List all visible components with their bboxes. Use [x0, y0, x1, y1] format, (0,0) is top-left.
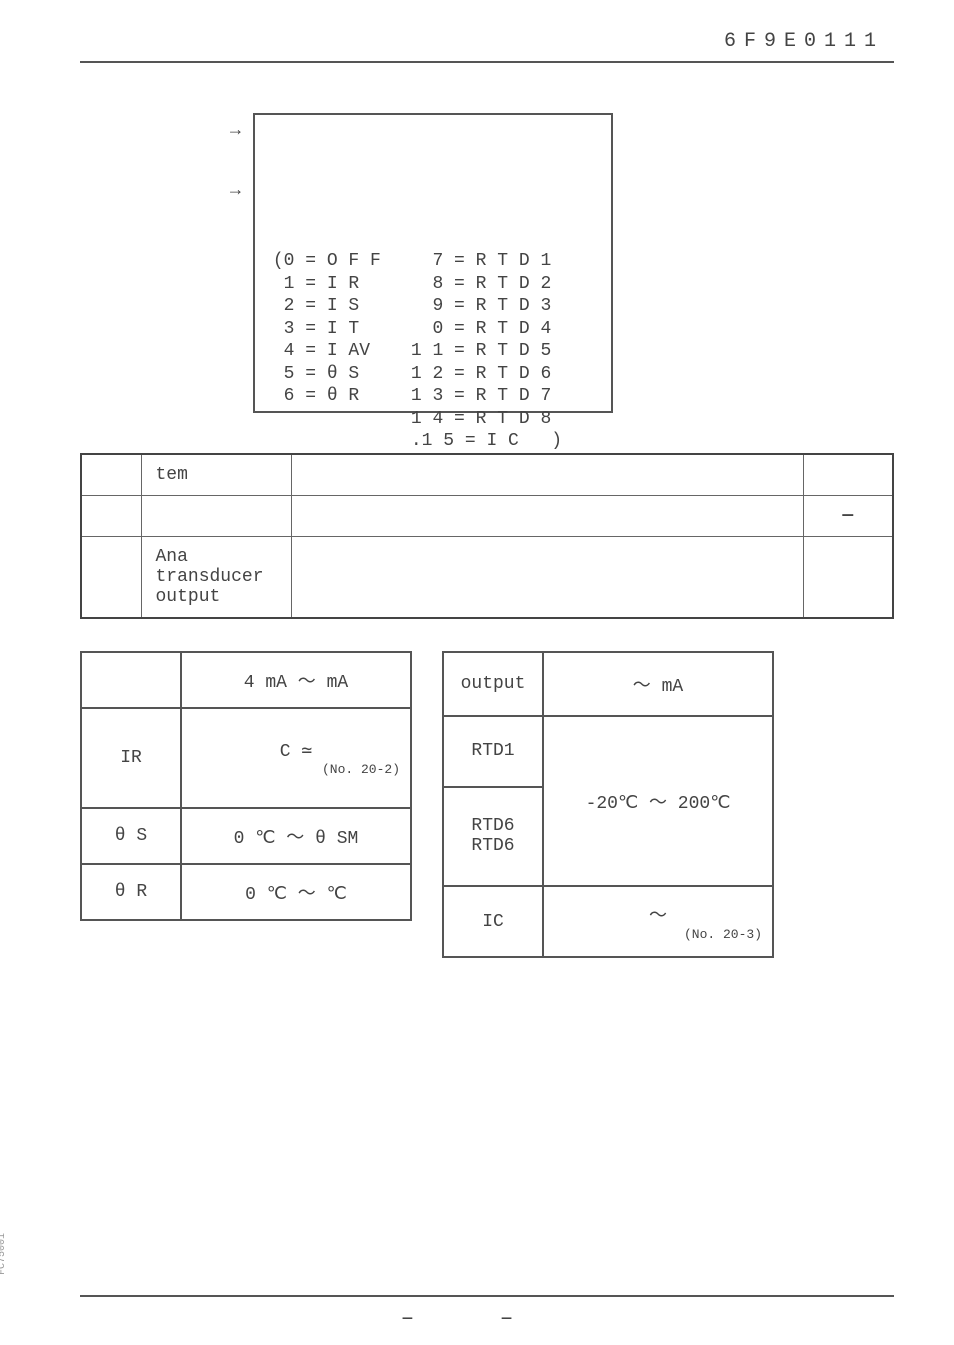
arrow-column: → → — [230, 113, 253, 201]
table-row: IC ～ (No. 20-3) — [443, 886, 773, 957]
cell-note: (No. 20-2) — [192, 762, 400, 777]
cell-value: ～ mA — [543, 652, 773, 716]
footer-rule — [80, 1295, 894, 1297]
cell-note: (No. 20-3) — [554, 927, 762, 942]
code-box-wrap: → → (0 = O F F 1 = I R 2 = I S 3 = I T 4… — [230, 113, 894, 413]
cell-label: tem — [141, 454, 291, 496]
cell-inner: C ≃ — [280, 742, 312, 762]
side-code: FC75001 — [0, 1233, 8, 1275]
table-row: — — [81, 496, 893, 537]
table-row: θ S 0 ℃ ～ θ SM — [81, 808, 411, 864]
table-row: output ～ mA — [443, 652, 773, 716]
cell-value: ～ (No. 20-3) — [543, 886, 773, 957]
right-small-table: output ～ mA RTD1 -20℃ ～ 200℃ RTD6 RTD6 I… — [442, 651, 774, 958]
cell-desc — [291, 537, 803, 619]
table-row: IR C ≃ (No. 20-2) — [81, 708, 411, 808]
code-box: (0 = O F F 1 = I R 2 = I S 3 = I T 4 = I… — [253, 113, 613, 413]
top-rule — [80, 61, 894, 63]
cell-label: RTD6 RTD6 — [443, 787, 543, 886]
arrow-right-icon: → — [230, 181, 241, 201]
cell-label: output — [443, 652, 543, 716]
arrow-right-icon: → — [230, 121, 241, 141]
code-col-left: (0 = O F F 1 = I R 2 = I S 3 = I T 4 = I… — [273, 250, 381, 453]
doc-code: 6F9E0111 — [80, 30, 894, 61]
cell-value: 4 mA ～ mA — [181, 652, 411, 708]
table-row: RTD1 -20℃ ～ 200℃ — [443, 716, 773, 787]
cell-value: 0 ℃ ～ ℃ — [181, 864, 411, 920]
cell-right — [803, 537, 893, 619]
cell-label: IR — [81, 708, 181, 808]
cell-label — [141, 496, 291, 537]
cell-num — [81, 496, 141, 537]
cell-label: θ S — [81, 808, 181, 864]
table-row: Ana transducer output — [81, 537, 893, 619]
left-small-table: 4 mA ～ mA IR C ≃ (No. 20-2) θ S 0 ℃ ～ θ … — [80, 651, 412, 921]
two-tables: 4 mA ～ mA IR C ≃ (No. 20-2) θ S 0 ℃ ～ θ … — [80, 651, 894, 958]
table-row: 4 mA ～ mA — [81, 652, 411, 708]
cell-right — [803, 454, 893, 496]
cell-inner: ～ — [649, 907, 667, 927]
table-row: θ R 0 ℃ ～ ℃ — [81, 864, 411, 920]
cell-label: RTD1 — [443, 716, 543, 787]
cell-value: C ≃ (No. 20-2) — [181, 708, 411, 808]
code-col-right: 7 = R T D 1 8 = R T D 2 9 = R T D 3 0 = … — [411, 250, 562, 453]
cell-desc — [291, 496, 803, 537]
cell-value: 0 ℃ ～ θ SM — [181, 808, 411, 864]
cell-label — [81, 652, 181, 708]
footer-marks: — — — [0, 1309, 954, 1327]
cell-value: -20℃ ～ 200℃ — [543, 716, 773, 886]
cell-right: — — [803, 496, 893, 537]
cell-label: θ R — [81, 864, 181, 920]
cell-label: Ana transducer output — [141, 537, 291, 619]
cell-num — [81, 454, 141, 496]
cell-num — [81, 537, 141, 619]
cell-label: IC — [443, 886, 543, 957]
